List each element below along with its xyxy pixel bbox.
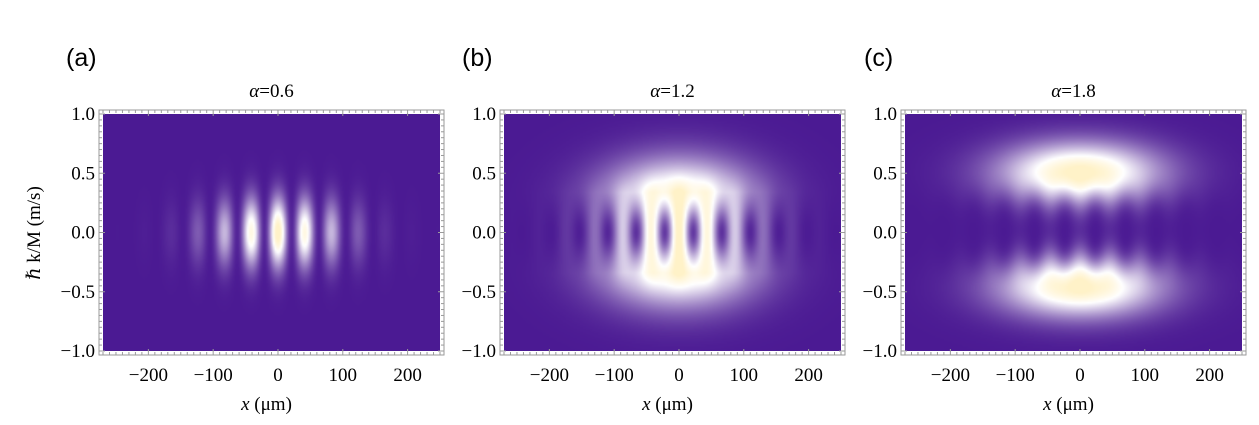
x-tick-label: −200 <box>931 365 970 386</box>
x-axis-variable: x <box>641 394 651 415</box>
x-tick-label: −200 <box>129 365 168 386</box>
panel-c: −200 −100 0 100 200 1.0 0.5 0.0 −0.5 −1.0 x (μm) α=… <box>863 44 1247 415</box>
y-tick-label: 0.5 <box>472 163 496 184</box>
panel-title: α=0.6 <box>249 81 293 102</box>
x-axis-unit: (μm) <box>250 394 292 415</box>
x-tick-label: 0 <box>674 365 684 386</box>
y-tick-label: 1.0 <box>472 104 496 125</box>
x-tick-label: 200 <box>1195 365 1224 386</box>
y-axis-label: ℏ k/M (m/s) <box>24 186 45 280</box>
y-tick-label: 1.0 <box>71 104 95 125</box>
title-symbol: α <box>650 81 661 102</box>
y-tick-label: −1.0 <box>863 341 897 362</box>
panel-title: α=1.8 <box>1051 81 1095 102</box>
y-tick-label: 0.5 <box>71 163 95 184</box>
y-tick-label: −0.5 <box>61 282 95 303</box>
heatmap-image <box>504 114 841 351</box>
y-tick-label: −1.0 <box>61 341 95 362</box>
title-value: =1.8 <box>1061 81 1095 102</box>
y-tick-label: 1.0 <box>873 104 897 125</box>
x-axis-unit: (μm) <box>651 394 693 415</box>
title-symbol: α <box>1051 81 1062 102</box>
y-tick-label: −0.5 <box>462 282 496 303</box>
x-tick-label: 100 <box>1131 365 1160 386</box>
x-tick-label: 100 <box>329 365 358 386</box>
panel-label: (a) <box>66 44 97 72</box>
y-tick-label: −1.0 <box>462 341 496 362</box>
y-tick-label: 0.0 <box>873 223 897 244</box>
x-tick-label: −100 <box>996 365 1035 386</box>
x-tick-label: −100 <box>194 365 233 386</box>
panel-title: α=1.2 <box>650 81 694 102</box>
x-tick-label: 100 <box>730 365 759 386</box>
heatmap-image <box>103 114 440 351</box>
title-symbol: α <box>249 81 260 102</box>
x-axis-label: x (μm) <box>240 394 292 415</box>
x-axis-label: x (μm) <box>641 394 693 415</box>
panel-label: (b) <box>462 44 493 72</box>
x-tick-label: 200 <box>393 365 422 386</box>
x-tick-label: −200 <box>530 365 569 386</box>
title-value: =1.2 <box>660 81 694 102</box>
heatmap-image <box>905 114 1242 351</box>
x-axis-variable: x <box>240 394 250 415</box>
y-tick-label: 0.0 <box>472 223 496 244</box>
x-axis-variable: x <box>1042 394 1052 415</box>
x-tick-label: 0 <box>1075 365 1085 386</box>
panel-a: −200 −100 0 100 200 1.0 0.5 0.0 −0.5 −1.0 x (μm) α=… <box>61 44 445 415</box>
panel-label: (c) <box>864 44 893 72</box>
y-tick-label: −0.5 <box>863 282 897 303</box>
panel-b: −200 −100 0 100 200 1.0 0.5 0.0 −0.5 −1.0 x (μm) α=… <box>462 44 846 415</box>
x-tick-label: 200 <box>794 365 823 386</box>
y-tick-label: 0.5 <box>873 163 897 184</box>
x-tick-label: 0 <box>273 365 283 386</box>
x-axis-unit: (μm) <box>1052 394 1094 415</box>
x-axis-label: x (μm) <box>1042 394 1094 415</box>
x-tick-label: −100 <box>595 365 634 386</box>
y-tick-label: 0.0 <box>71 223 95 244</box>
title-value: =0.6 <box>259 81 293 102</box>
